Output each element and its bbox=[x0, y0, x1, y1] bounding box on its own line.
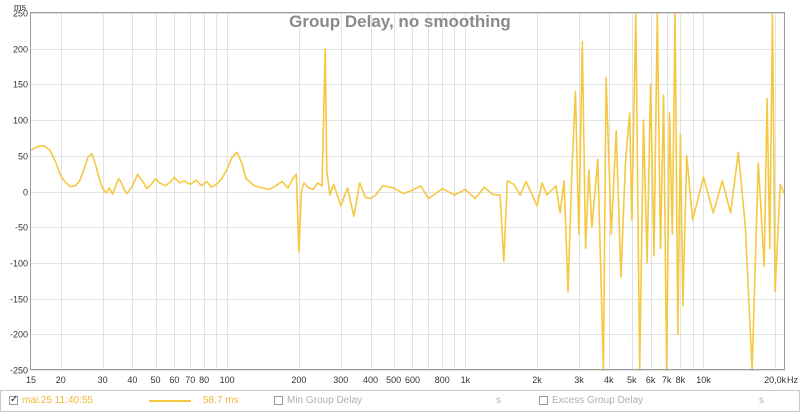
x-tick-label: 20 bbox=[56, 375, 66, 385]
series-layer bbox=[30, 12, 786, 371]
y-tick-label: -250 bbox=[10, 366, 28, 376]
y-tick-label: 100 bbox=[13, 116, 28, 126]
x-tick-label: 600 bbox=[405, 375, 420, 385]
min-group-delay-unit: s bbox=[496, 395, 501, 406]
x-tick-label: 400 bbox=[363, 375, 378, 385]
legend-bar: mai.25 11:40:55 58.7 ms Min Group Delay … bbox=[0, 390, 800, 412]
x-tick-label: 8k bbox=[676, 375, 686, 385]
x-tick-label: 7k bbox=[662, 375, 672, 385]
x-tick-label: 6k bbox=[646, 375, 656, 385]
legend-item-series[interactable]: mai.25 11:40:55 bbox=[9, 394, 93, 406]
x-tick-label: 30 bbox=[98, 375, 108, 385]
x-tick-label: 100 bbox=[220, 375, 235, 385]
legend-item-min-group-delay[interactable]: Min Group Delay bbox=[274, 395, 362, 406]
group-delay-series-line bbox=[30, 12, 786, 371]
y-tick-label: 50 bbox=[18, 152, 28, 162]
y-tick-label: -100 bbox=[10, 259, 28, 269]
y-tick-label: 150 bbox=[13, 80, 28, 90]
x-tick-label: 15 bbox=[26, 375, 36, 385]
y-tick-label: 250 bbox=[13, 9, 28, 19]
x-axis-unit: Hz bbox=[787, 375, 798, 385]
x-tick-label: 500 bbox=[386, 375, 401, 385]
min-group-delay-checkbox[interactable] bbox=[274, 396, 283, 405]
x-tick-labels: 15 20 30 40 50 60 70 80 100 200 300 400 500 600 800 1k 2… bbox=[26, 375, 787, 385]
x-tick-label: 20,0k bbox=[764, 375, 787, 385]
series-visible-checkbox[interactable] bbox=[9, 394, 18, 405]
plot-frame bbox=[30, 12, 785, 370]
excess-group-delay-label: Excess Group Delay bbox=[552, 395, 644, 406]
x-tick-label: 80 bbox=[199, 375, 209, 385]
series-value: 58.7 ms bbox=[203, 395, 239, 406]
x-tick-label: 2k bbox=[532, 375, 542, 385]
x-tick-label: 300 bbox=[333, 375, 348, 385]
legend-item-excess-group-delay[interactable]: Excess Group Delay bbox=[539, 395, 643, 406]
excess-group-delay-unit: s bbox=[759, 395, 764, 406]
series-value-item: 58.7 ms bbox=[203, 395, 239, 406]
x-tick-label: 60 bbox=[169, 375, 179, 385]
chart-title: Group Delay, no smoothing bbox=[289, 12, 511, 31]
y-tick-label: -200 bbox=[10, 330, 28, 340]
min-group-delay-label: Min Group Delay bbox=[287, 395, 363, 406]
x-tick-label: 200 bbox=[291, 375, 306, 385]
y-axis-unit: ms bbox=[14, 2, 26, 12]
excess-group-delay-checkbox[interactable] bbox=[539, 396, 548, 405]
x-tick-label: 800 bbox=[435, 375, 450, 385]
y-tick-label: -150 bbox=[10, 295, 28, 305]
min-group-delay-unit-item: s bbox=[496, 395, 501, 406]
grid-lines bbox=[31, 13, 785, 371]
x-tick-label: 70 bbox=[185, 375, 195, 385]
x-tick-label: 5k bbox=[627, 375, 637, 385]
y-tick-labels: 250 200 150 100 50 0 -50 -100 -150 -200 -250 bbox=[10, 9, 28, 376]
series-label: mai.25 11:40:55 bbox=[22, 395, 93, 406]
x-tick-label: 40 bbox=[127, 375, 137, 385]
y-tick-label: 200 bbox=[13, 45, 28, 55]
x-tick-label: 4k bbox=[604, 375, 614, 385]
x-tick-label: 3k bbox=[574, 375, 584, 385]
x-tick-label: 50 bbox=[151, 375, 161, 385]
x-tick-label: 10k bbox=[696, 375, 711, 385]
excess-group-delay-unit-item: s bbox=[759, 395, 764, 406]
series-color-swatch bbox=[149, 400, 191, 402]
y-tick-label: 0 bbox=[23, 188, 28, 198]
y-tick-label: -50 bbox=[15, 223, 28, 233]
x-tick-label: 1k bbox=[461, 375, 471, 385]
